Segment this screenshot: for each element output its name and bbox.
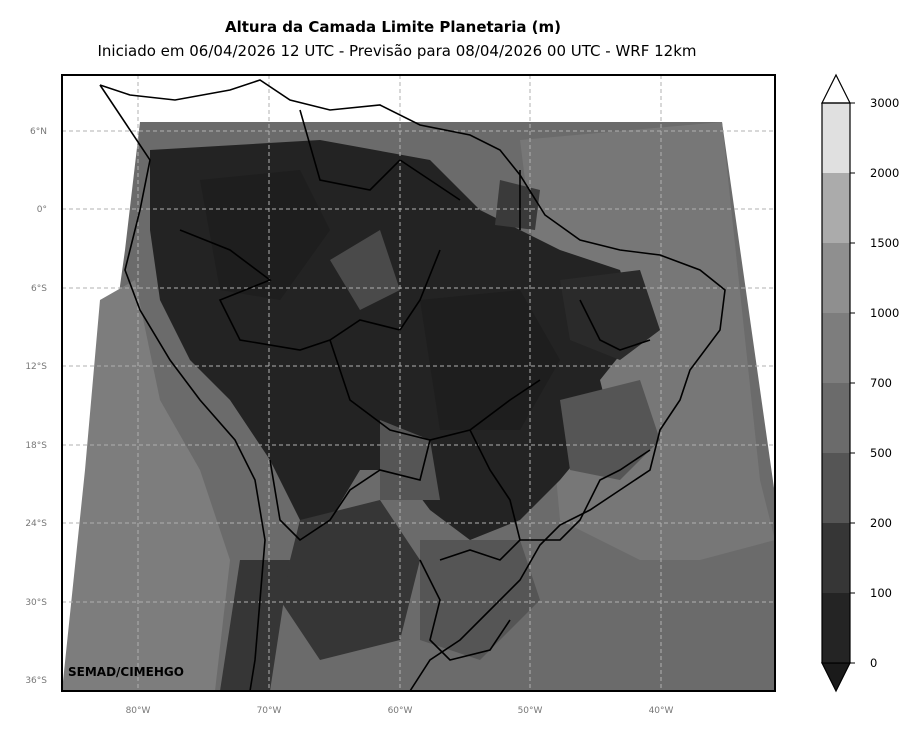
lat-label: 18°S [25,441,47,451]
colorbar-tick-label: 2000 [870,166,899,180]
lat-label: 0° [37,205,47,215]
colorbar [821,73,851,693]
lat-label: 6°N [30,127,47,137]
colorbar-segment [822,593,850,663]
colorbar-extend-min [821,662,851,693]
colorbar-segment [822,313,850,383]
lon-label: 60°W [388,706,413,716]
map-subtitle: Iniciado em 06/04/2026 12 UTC - Previsão… [97,42,697,60]
colorbar-tick-label: 200 [870,516,892,530]
colorbar-tick-label: 100 [870,586,892,600]
lat-label: 6°S [31,284,47,294]
colorbar-tick-label: 500 [870,446,892,460]
borders-coastlines [99,79,726,691]
colorbar-tick-label: 1500 [870,236,899,250]
colorbar-tick-label: 3000 [870,96,899,110]
colorbar-tick-label: 0 [870,656,877,670]
lon-label: 80°W [126,706,151,716]
colorbar-extend-max [821,73,851,104]
colorbar-segment [822,453,850,523]
colorbar-segment [822,173,850,243]
colorbar-labels: 0 100 200 500 700 1000 1500 2000 3000 [850,96,899,670]
lat-axis-labels: 6°N 0° 6°S 12°S 18°S 24°S 30°S 36°S [25,127,47,686]
colorbar-segment [822,383,850,453]
colorbar-tick-label: 1000 [870,306,899,320]
pbl-field [62,122,775,691]
credit-label: SEMAD/CIMEHGO [68,665,184,679]
lon-label: 50°W [518,706,543,716]
map-title: Altura da Camada Limite Planetaria (m) [224,18,562,36]
lat-label: 36°S [25,676,47,686]
map-gridlines [62,75,775,691]
colorbar-segment [822,243,850,313]
lon-label: 70°W [257,706,282,716]
colorbar-segment [822,103,850,173]
lon-label: 40°W [649,706,674,716]
south-america-coastline [99,79,726,691]
lat-label: 12°S [25,362,47,372]
colorbar-tick-label: 700 [870,376,892,390]
lon-axis-labels: 80°W 70°W 60°W 50°W 40°W [126,706,674,716]
lat-label: 24°S [25,519,47,529]
colorbar-segment [822,523,850,593]
map-frame [61,74,776,692]
lat-label: 30°S [25,598,47,608]
